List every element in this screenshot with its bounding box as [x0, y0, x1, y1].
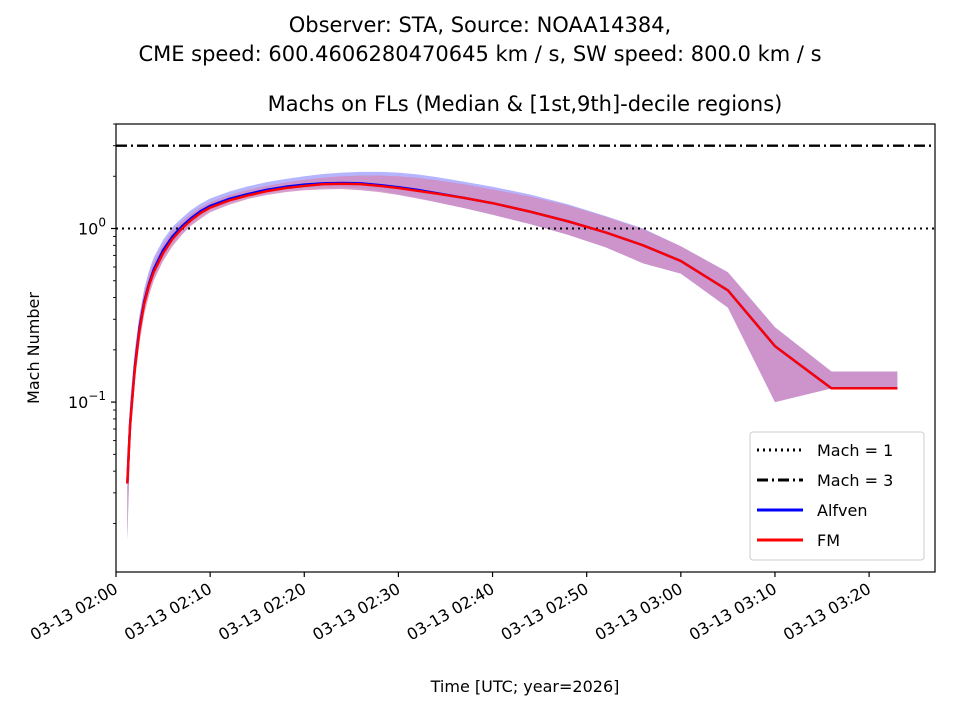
y-tick-base: 10 [78, 220, 98, 239]
x-axis-label: Time [UTC; year=2026] [430, 677, 620, 696]
legend-label: Mach = 3 [817, 471, 893, 490]
suptitle-line-2: CME speed: 600.4606280470645 km / s, SW … [138, 42, 821, 66]
plot-frame [115, 123, 936, 573]
legend-label: Mach = 1 [817, 441, 893, 460]
axes-title: Machs on FLs (Median & [1st,9th]-decile … [268, 92, 783, 116]
legend-label: Alfven [817, 501, 867, 520]
legend: Mach = 1 Mach = 3 Alfven FM [749, 431, 925, 561]
y-tick-exponent: −1 [88, 389, 106, 403]
decile-bands [127, 171, 898, 541]
band-fm [127, 175, 898, 541]
y-tick-label: 100 [78, 216, 106, 239]
median-lines [126, 181, 898, 484]
legend-label: FM [817, 531, 840, 550]
median-line-fm [126, 182, 898, 484]
y-tick-base: 10 [68, 393, 88, 412]
y-tick-exponent: 0 [98, 216, 106, 230]
y-axis-label: Mach Number [24, 292, 43, 404]
legend-frame [749, 431, 925, 561]
reference-lines [116, 144, 935, 230]
y-tick-label: 10−1 [68, 389, 106, 412]
suptitle-line-1: Observer: STA, Source: NOAA14384, [289, 13, 672, 37]
